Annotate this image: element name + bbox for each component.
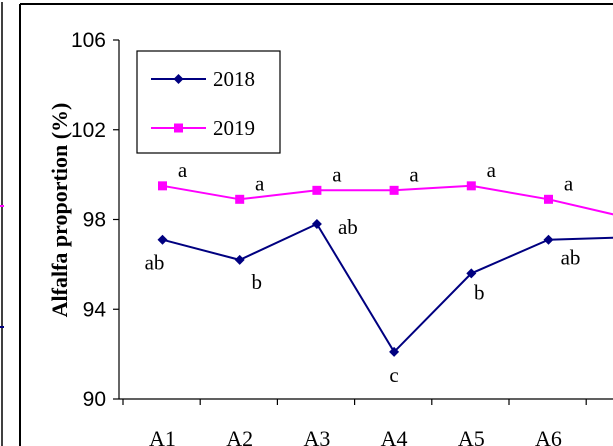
y-tick-label: 98 (83, 209, 106, 232)
legend-label-2019: 2019 (213, 116, 255, 140)
data-point-2019 (544, 194, 553, 204)
data-label-2018: b (251, 270, 262, 294)
y-tick-label: 102 (71, 119, 106, 142)
data-point-2019 (158, 181, 167, 191)
data-label-2018: ab (338, 215, 358, 239)
x-tick-label: A1 (149, 426, 176, 446)
x-tick-label: A5 (458, 426, 485, 446)
data-label-2018: c (389, 363, 398, 387)
x-tick-label: A6 (535, 426, 562, 446)
data-point-2018 (157, 234, 168, 245)
data-point-2019 (312, 185, 322, 195)
data-point-2018 (311, 218, 322, 229)
data-label-2018: ab (561, 246, 581, 270)
data-label-2018: ab (145, 251, 165, 275)
legend-label-2018: 2018 (213, 67, 255, 91)
data-label-2019: a (255, 171, 265, 195)
y-tick-label: 94 (83, 298, 107, 321)
data-point-2018 (234, 254, 245, 265)
legend-box (136, 50, 281, 154)
data-label-2018: b (474, 280, 485, 304)
data-point-2018 (543, 234, 554, 245)
data-point-2019 (235, 194, 245, 204)
data-label-2019: a (332, 162, 342, 186)
data-point-2019 (389, 185, 399, 195)
legend-marker-2018 (173, 74, 184, 84)
data-point-2018 (389, 346, 400, 357)
data-label-2019: a (564, 171, 574, 195)
series-line-2018 (162, 222, 613, 354)
y-tick-label: 106 (71, 29, 106, 52)
legend: 2018 2019 (136, 50, 281, 154)
data-point-2018 (466, 268, 477, 279)
y-axis-label: Alfalfa proportion (%) (47, 103, 72, 318)
data-label-2019: a (178, 158, 188, 182)
data-label-2019: a (487, 158, 497, 182)
x-tick-label: A3 (303, 426, 330, 446)
legend-marker-2019 (174, 123, 183, 133)
x-tick-label: A4 (381, 426, 408, 446)
data-point-2019 (466, 181, 476, 191)
y-tick-label: 90 (83, 388, 106, 411)
data-label-2019: a (409, 162, 419, 186)
x-tick-label: A2 (226, 426, 253, 446)
